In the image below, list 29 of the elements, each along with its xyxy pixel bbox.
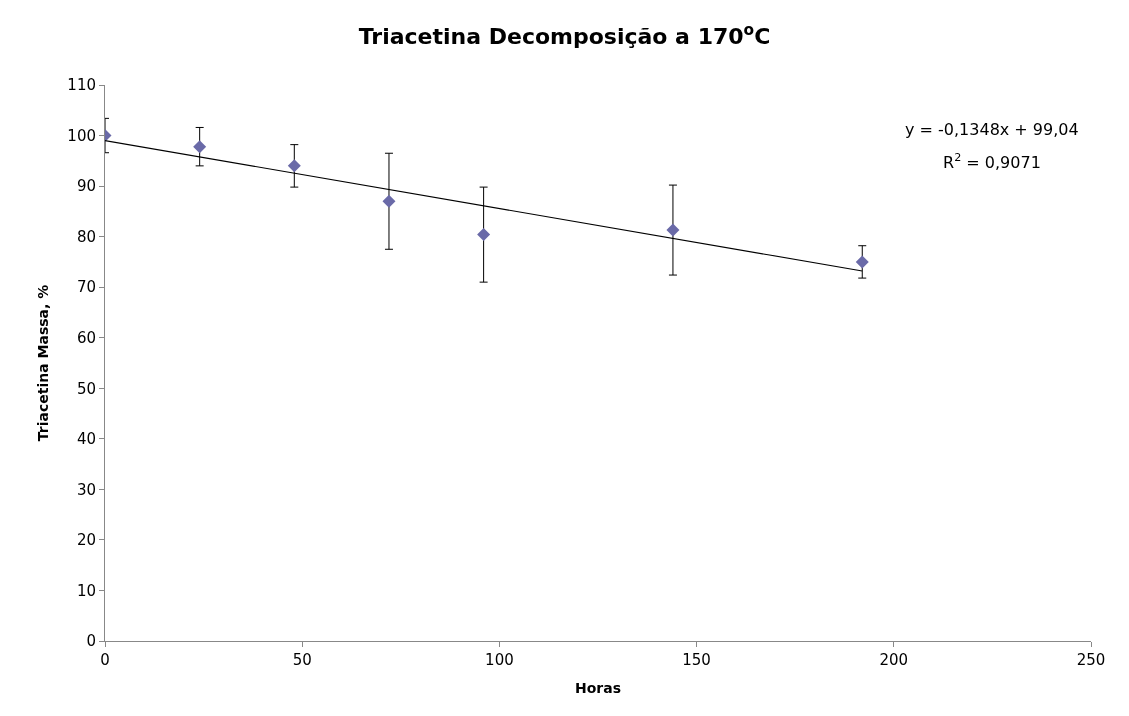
x-tick-label: 150 [682, 651, 711, 669]
y-tick-label: 110 [67, 76, 96, 95]
y-tick-label: 40 [76, 430, 96, 449]
y-tick-label: 20 [76, 531, 96, 550]
y-tick-label: 100 [67, 126, 96, 145]
point [477, 228, 491, 242]
point [382, 194, 396, 208]
x-tick-label: 200 [879, 651, 909, 669]
x-tick-label: 250 [1076, 651, 1106, 669]
y-tick-label: 80 [76, 227, 96, 246]
y-tick-label: 30 [76, 480, 96, 499]
y-axis-title: Triacetina Massa, % [34, 284, 51, 442]
point [666, 223, 680, 237]
y-tick-label: 60 [76, 328, 96, 347]
annotation: R$^{2}$ = 0,9071 [943, 151, 1041, 172]
point [193, 140, 207, 154]
x-tick-label: 0 [100, 651, 110, 669]
y-tick-label: 0 [86, 632, 96, 651]
y-tick-label: 50 [76, 379, 96, 398]
annotation: y = -0,1348x + 99,04 [905, 120, 1079, 139]
chart-title: Triacetina Decomposição a 170$^{o}$C [358, 20, 771, 50]
point [855, 255, 869, 269]
y-tick-label: 90 [76, 177, 96, 196]
x-tick-label: 50 [292, 651, 312, 669]
y-tick-label: 10 [76, 581, 96, 600]
x-tick-label: 100 [485, 651, 514, 669]
x-axis-title: Horas [574, 680, 622, 697]
point [287, 159, 301, 173]
y-tick-label: 70 [76, 278, 96, 297]
